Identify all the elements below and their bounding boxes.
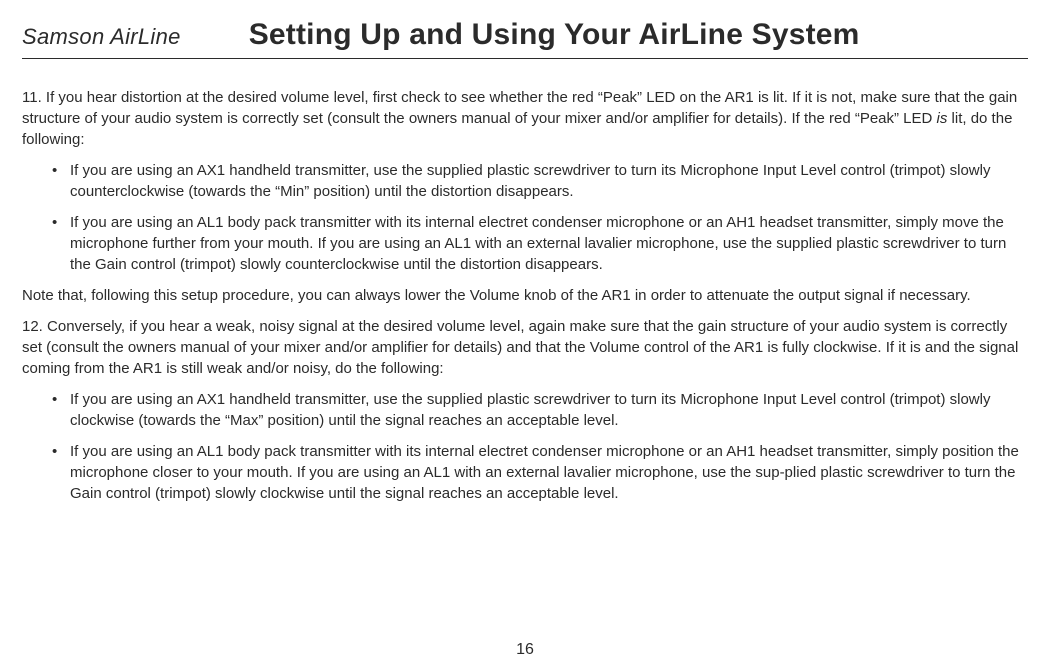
- header-section-title: Setting Up and Using Your AirLine System: [249, 18, 860, 52]
- step-11-bullet-1: If you are using an AX1 handheld transmi…: [52, 160, 1028, 202]
- step-11-italic-is: is: [937, 110, 948, 127]
- note-paragraph: Note that, following this setup procedur…: [22, 285, 1028, 306]
- step-11-intro: 11. If you hear distortion at the desire…: [22, 87, 1028, 150]
- body-content: 11. If you hear distortion at the desire…: [22, 87, 1028, 504]
- step-12-bullet-1: If you are using an AX1 handheld transmi…: [52, 389, 1028, 431]
- step-12-bullet-2: If you are using an AL1 body pack transm…: [52, 441, 1028, 504]
- header-product-name: Samson AirLine: [22, 24, 181, 50]
- page-number: 16: [516, 641, 534, 659]
- step-12-intro: 12. Conversely, if you hear a weak, nois…: [22, 316, 1028, 379]
- step-11-bullet-2: If you are using an AL1 body pack transm…: [52, 212, 1028, 275]
- step-11-text-a: 11. If you hear distortion at the desire…: [22, 89, 1017, 127]
- page-header: Samson AirLine Setting Up and Using Your…: [22, 18, 1028, 59]
